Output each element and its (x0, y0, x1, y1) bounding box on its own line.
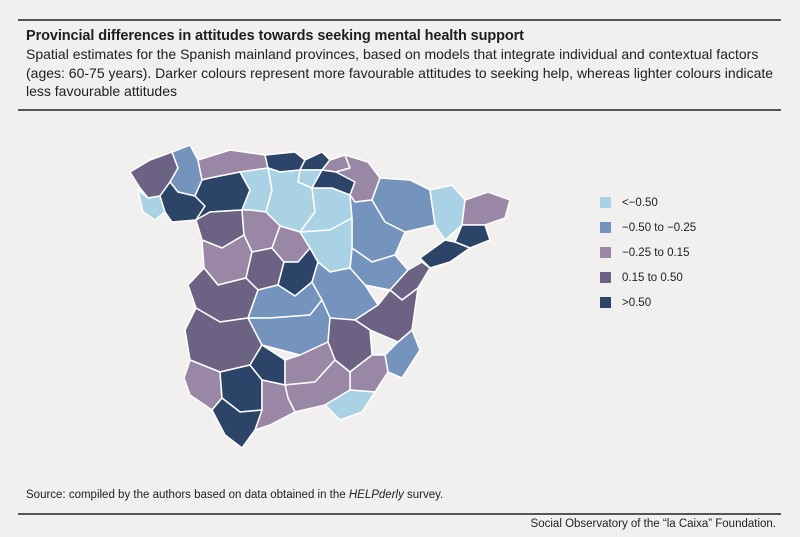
legend-label: <−0.50 (622, 196, 658, 209)
chart-title: Provincial differences in attitudes towa… (26, 28, 524, 44)
chart-subtitle: Spatial estimates for the Spanish mainla… (26, 46, 774, 99)
legend-swatch (600, 197, 611, 208)
legend-item: −0.50 to −0.25 (600, 215, 696, 240)
source-note: Source: compiled by the authors based on… (26, 489, 443, 501)
legend-label: >0.50 (622, 296, 652, 309)
legend-item: <−0.50 (600, 190, 696, 215)
source-suffix: survey. (403, 489, 444, 501)
province-malaga (254, 379, 296, 431)
footer-rule (18, 513, 781, 515)
map-legend: <−0.50 −0.50 to −0.25 −0.25 to 0.15 0.15… (600, 190, 696, 315)
legend-swatch (600, 247, 611, 258)
province-cadiz (211, 397, 263, 449)
province-almeria (324, 389, 376, 421)
legend-swatch (600, 222, 611, 233)
legend-item: >0.50 (600, 290, 696, 315)
source-prefix: Source: compiled by the authors based on… (26, 489, 349, 501)
survey-name: HELPderly (348, 489, 404, 501)
header-rule (18, 109, 781, 111)
top-rule (18, 19, 781, 21)
province-girona (461, 191, 511, 226)
credit-line: Social Observatory of the “la Caixa” Fou… (530, 518, 776, 530)
legend-swatch (600, 272, 611, 283)
legend-swatch (600, 297, 611, 308)
province-barcelona (454, 224, 491, 249)
legend-item: 0.15 to 0.50 (600, 265, 696, 290)
legend-label: −0.50 to −0.25 (622, 221, 697, 234)
legend-item: −0.25 to 0.15 (600, 240, 696, 265)
legend-label: −0.25 to 0.15 (622, 246, 690, 259)
legend-label: 0.15 to 0.50 (622, 271, 683, 284)
province-tarragona (419, 239, 471, 269)
